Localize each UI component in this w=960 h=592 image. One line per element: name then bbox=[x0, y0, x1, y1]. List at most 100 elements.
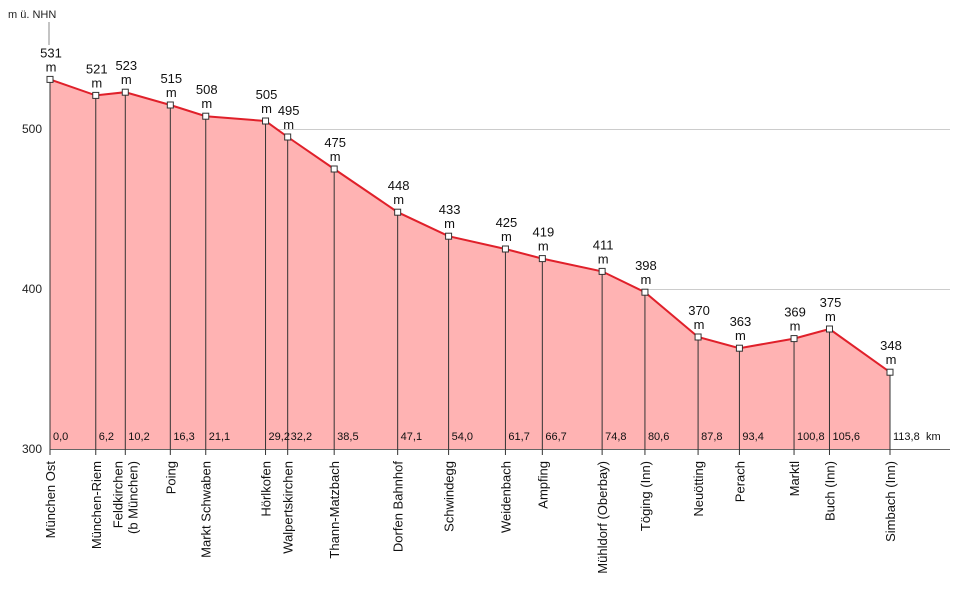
elevation-label: 348 bbox=[880, 338, 902, 353]
station-name-label: Feldkirchen bbox=[110, 461, 125, 528]
station-name-label: Perach bbox=[732, 461, 747, 502]
elevation-unit-label: m bbox=[166, 85, 177, 100]
elevation-unit-label: m bbox=[330, 149, 341, 164]
station-name-label: Ampfing bbox=[535, 461, 550, 509]
station-name-label: Poing bbox=[163, 461, 178, 494]
station-name-group: Marktl bbox=[787, 461, 802, 497]
elevation-unit-label: m bbox=[261, 101, 272, 116]
elevation-label: 425 bbox=[496, 215, 518, 230]
elevation-unit-label: m bbox=[201, 96, 212, 111]
station-name-label: (b München) bbox=[125, 461, 140, 534]
elevation-unit-label: m bbox=[46, 59, 57, 74]
x-axis-unit: km bbox=[926, 431, 941, 443]
station-stems bbox=[49, 79, 891, 455]
station-marker bbox=[886, 368, 894, 376]
km-label: 105,6 bbox=[832, 431, 860, 443]
station-name-group: München-Riem bbox=[89, 461, 104, 549]
station-name-label: Mühldorf (Oberbay) bbox=[595, 461, 610, 574]
station-name-group: Weidenbach bbox=[498, 461, 513, 533]
elevation-unit-label: m bbox=[735, 328, 746, 343]
km-label: 93,4 bbox=[742, 431, 763, 443]
station-name-label: Buch (Inn) bbox=[822, 461, 837, 521]
elevation-unit-label: m bbox=[598, 251, 609, 266]
elevation-label: 375 bbox=[820, 295, 842, 310]
station-name-label: Markt Schwaben bbox=[199, 461, 214, 558]
elevation-label: 448 bbox=[388, 178, 410, 193]
km-label: 61,7 bbox=[508, 431, 529, 443]
km-label: 38,5 bbox=[337, 431, 358, 443]
station-marker bbox=[394, 208, 402, 216]
y-axis-label: m ü. NHN bbox=[8, 9, 56, 21]
elevation-unit-label: m bbox=[91, 75, 102, 90]
station-name-group: Thann-Matzbach bbox=[327, 461, 342, 559]
elevation-label: 363 bbox=[730, 314, 752, 329]
elevation-unit-label: m bbox=[790, 319, 801, 334]
station-name-group: Ampfing bbox=[535, 461, 550, 509]
station-name-group: Dorfen Bahnhof bbox=[391, 461, 406, 552]
station-marker bbox=[330, 165, 338, 173]
elevation-unit-label: m bbox=[283, 117, 294, 132]
km-label: 0,0 bbox=[53, 431, 68, 443]
elevation-label: 475 bbox=[324, 135, 346, 150]
station-name-label: München Ost bbox=[43, 461, 58, 539]
station-name-label: Dorfen Bahnhof bbox=[391, 461, 406, 552]
km-label: 47,1 bbox=[401, 431, 422, 443]
station-name-label: Simbach (Inn) bbox=[883, 461, 898, 542]
elevation-label: 505 bbox=[256, 87, 278, 102]
y-tick-label: 400 bbox=[22, 282, 42, 296]
station-marker bbox=[735, 344, 743, 352]
station-name-group: Simbach (Inn) bbox=[883, 461, 898, 542]
elevation-label: 411 bbox=[593, 237, 614, 252]
station-name-label: Thann-Matzbach bbox=[327, 461, 342, 559]
station-markers bbox=[46, 75, 894, 376]
km-label: 74,8 bbox=[605, 431, 626, 443]
elevation-label: 419 bbox=[532, 225, 554, 240]
elevation-label: 433 bbox=[439, 202, 461, 217]
station-name-group: Perach bbox=[732, 461, 747, 502]
elevation-label: 531 bbox=[40, 45, 62, 60]
elevation-label: 370 bbox=[688, 303, 710, 318]
elevation-unit-label: m bbox=[444, 216, 455, 231]
station-name-group: Feldkirchen (b München) bbox=[110, 461, 140, 534]
station-marker bbox=[694, 333, 702, 341]
station-name-label: Schwindegg bbox=[442, 461, 457, 532]
elevation-label: 369 bbox=[784, 305, 806, 320]
station-marker bbox=[121, 88, 129, 96]
elevation-area bbox=[50, 79, 890, 450]
station-name-group: Walpertskirchen bbox=[281, 461, 296, 554]
station-name-group: Mühldorf (Oberbay) bbox=[595, 461, 610, 574]
station-marker bbox=[92, 91, 100, 99]
station-marker bbox=[284, 133, 292, 141]
elevation-unit-label: m bbox=[825, 309, 836, 324]
y-tick-label: 300 bbox=[22, 442, 42, 456]
elevation-unit-label: m bbox=[641, 272, 652, 287]
elevation-label: 523 bbox=[115, 58, 137, 73]
station-name-group: Buch (Inn) bbox=[822, 461, 837, 521]
station-marker bbox=[262, 117, 270, 125]
km-label: 100,8 bbox=[797, 431, 825, 443]
km-label: 80,6 bbox=[648, 431, 669, 443]
y-tick-label: 500 bbox=[22, 122, 42, 136]
station-name-group: Töging (Inn) bbox=[638, 461, 653, 531]
elevation-label: 495 bbox=[278, 103, 300, 118]
elevation-label: 515 bbox=[160, 71, 182, 86]
station-name-label: München-Riem bbox=[89, 461, 104, 549]
km-label: 66,7 bbox=[545, 431, 566, 443]
elevation-unit-label: m bbox=[501, 229, 512, 244]
station-name-label: Walpertskirchen bbox=[281, 461, 296, 554]
station-name-label: Hörlkofen bbox=[259, 461, 274, 517]
station-name-group: Neuötting bbox=[691, 461, 706, 517]
station-marker bbox=[641, 288, 649, 296]
station-name-group: Hörlkofen bbox=[259, 461, 274, 517]
station-name-label: Marktl bbox=[787, 461, 802, 497]
station-name-group: Schwindegg bbox=[442, 461, 457, 532]
km-label: 16,3 bbox=[173, 431, 194, 443]
station-name-group: München Ost bbox=[43, 461, 58, 539]
station-name-label: Weidenbach bbox=[498, 461, 513, 533]
elevation-label: 398 bbox=[635, 258, 657, 273]
km-label: 113,8 bbox=[893, 431, 920, 443]
station-marker bbox=[166, 101, 174, 109]
km-label: 87,8 bbox=[701, 431, 722, 443]
elevation-unit-label: m bbox=[121, 72, 132, 87]
